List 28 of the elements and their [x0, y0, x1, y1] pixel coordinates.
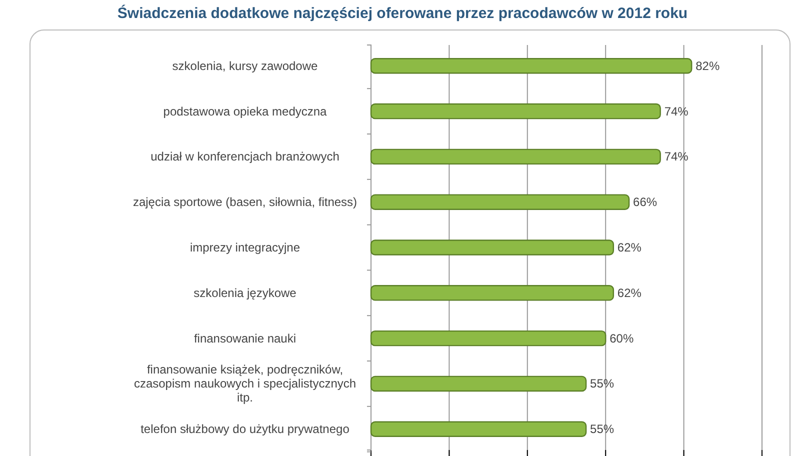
bar — [370, 240, 614, 256]
bar — [370, 376, 587, 392]
data-label: 55% — [590, 422, 614, 436]
bar — [370, 194, 630, 210]
y-tick-label: finansowanie książek, podręczników, czasopism naukowych i specjalistycznych itp. — [134, 362, 356, 405]
data-label: 82% — [696, 58, 720, 73]
y-tick-label: finansowanie nauki — [194, 331, 296, 346]
data-label: 60% — [610, 331, 634, 346]
bar — [370, 148, 661, 165]
y-tick-label: szkolenia, kursy zawodowe — [172, 58, 318, 73]
y-tick-label: imprezy integracyjne — [190, 240, 300, 254]
chart-title: Świadczenia dodatkowe najczęściej oferowane przez pracodawców w 2012 roku — [117, 4, 688, 22]
bar — [370, 285, 614, 301]
bar — [370, 421, 587, 437]
data-label: 66% — [633, 195, 658, 210]
bar — [370, 330, 606, 346]
data-label: 62% — [617, 286, 642, 300]
y-tick-label: podstawowa opieka medyczna — [163, 104, 328, 118]
y-tick-label: szkolenia językowe — [194, 286, 297, 300]
data-label: 74% — [664, 104, 689, 118]
data-label: 55% — [590, 376, 614, 391]
data-label: 74% — [664, 150, 689, 164]
bar — [370, 103, 661, 120]
y-tick-label: zajęcia sportowe (basen, siłownia, fitness) — [132, 195, 358, 210]
y-tick-label: udział w konferencjach branżowych — [150, 150, 340, 164]
y-tick-label: telefon służbowy do użytku prywatnego — [140, 422, 350, 436]
bar — [370, 58, 692, 74]
data-label: 62% — [617, 240, 642, 254]
